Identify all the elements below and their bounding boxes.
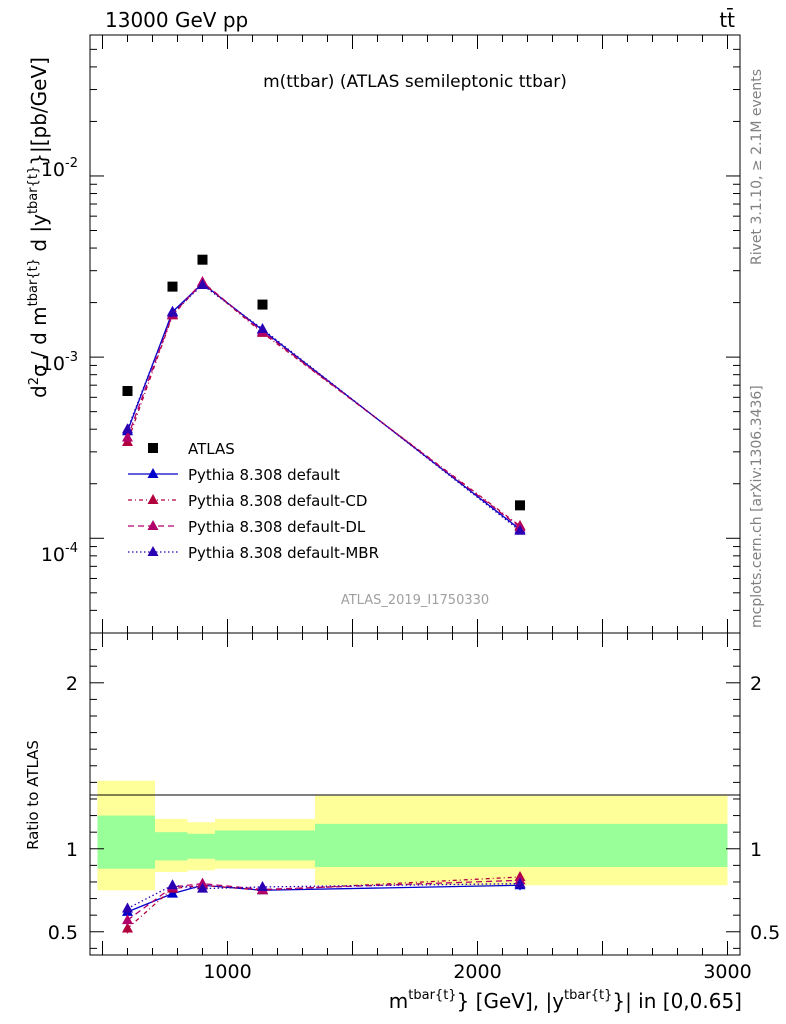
legend-marker-default (147, 468, 159, 478)
legend-marker-mbr (147, 546, 159, 556)
ratio-y-tick-label: 1 (66, 839, 78, 861)
ratio-y-tick-label-right: 1 (750, 839, 762, 861)
main-panel: m(ttbar) (ATLAS semileptonic ttbar) ATLA… (26, 34, 741, 634)
series-point-mbr (197, 279, 208, 290)
series-point-mbr (167, 306, 178, 317)
main-y-tick-labels: 10-4 10-3 10-2 (41, 156, 78, 566)
ratio-band-inner (187, 833, 215, 859)
ratio-y-axis-label: Ratio to ATLAS (24, 740, 42, 850)
legend-label: ATLAS (188, 440, 235, 458)
ratio-point-mbr (122, 902, 133, 913)
atlas-data-point (257, 299, 268, 310)
ratio-point-dl (122, 914, 133, 925)
ratio-tick-labels: 0.5 0.5 1 1 2 2 1000 2000 3000 (48, 673, 780, 983)
main-title: m(ttbar) (ATLAS semileptonic ttbar) (263, 72, 567, 92)
ratio-y-tick-label-right: 2 (750, 673, 762, 695)
ratio-frame (89, 632, 741, 956)
x-tick-label: 2000 (453, 961, 501, 983)
x-tick-label: 3000 (703, 961, 751, 983)
legend: ATLAS Pythia 8.308 default Pythia 8.308 de… (128, 440, 379, 562)
ratio-point-mbr (257, 880, 268, 891)
series-line-dl (126, 281, 521, 528)
ratio-point-mbr (197, 882, 208, 893)
ratio-band-inner (215, 830, 315, 861)
series-line-cd (126, 281, 521, 527)
mcplots-label: mcplots.cern.ch [arXiv:1306.3436] (749, 385, 765, 628)
series-line-mbr (126, 284, 521, 532)
x-axis-label: mtbar{t}} [GeV], |ytbar{t}}| in [0,0.65] (389, 988, 742, 1013)
main-y-axis-label: d2σ / d mtbar{t} d |ytbar{t}}|[pb/GeV] (26, 57, 51, 398)
x-tick-label: 1000 (203, 961, 251, 983)
ratio-panel: 0.5 0.5 1 1 2 2 1000 2000 3000 Ratio to ATLAS mt… (24, 632, 780, 1013)
ratio-point-mbr (167, 879, 178, 890)
energy-label: 13000 GeV pp (105, 8, 248, 32)
ratio-series-group (122, 870, 526, 934)
series-point-mbr (122, 423, 133, 434)
ratio-band-inner (155, 832, 188, 861)
atlas-data-point (122, 386, 133, 397)
ratio-y-tick-label: 2 (66, 673, 78, 695)
ratio-line-default (127, 884, 521, 913)
ratio-point-cd (122, 922, 133, 933)
ratio-uncertainty-bands (97, 780, 728, 891)
analysis-id-label: ATLAS_2019_I1750330 (341, 593, 489, 608)
legend-marker-atlas (148, 443, 158, 453)
legend-label: Pythia 8.308 default (188, 466, 340, 484)
main-series-group (122, 254, 526, 535)
legend-marker-cd (147, 494, 159, 504)
series-point-mbr (257, 322, 268, 333)
atlas-data-point (167, 281, 178, 292)
atlas-data-point (197, 254, 208, 265)
ratio-y-tick-label-right: 0.5 (750, 922, 780, 944)
legend-label: Pythia 8.308 default-DL (188, 518, 366, 536)
rivet-version-label: Rivet 3.1.10, ≥ 2.1M events (749, 69, 765, 265)
process-label: tt̄ (719, 7, 735, 32)
ratio-axis-ticks (90, 633, 740, 955)
atlas-data-point (515, 500, 525, 511)
ratio-point-mbr (514, 877, 526, 888)
y-tick-label-1e-4: 10-4 (41, 541, 78, 566)
ratio-band-inner (315, 823, 728, 868)
series-point-dl (122, 431, 133, 442)
main-axis-ticks (90, 34, 740, 634)
legend-label: Pythia 8.308 default-CD (188, 492, 367, 510)
legend-label: Pythia 8.308 default-MBR (188, 544, 379, 562)
legend-marker-dl (147, 520, 159, 530)
ratio-y-tick-label: 0.5 (48, 922, 78, 944)
ratio-band-inner (97, 815, 155, 869)
ratio-line-dl (127, 879, 521, 921)
series-point-mbr (514, 524, 526, 535)
